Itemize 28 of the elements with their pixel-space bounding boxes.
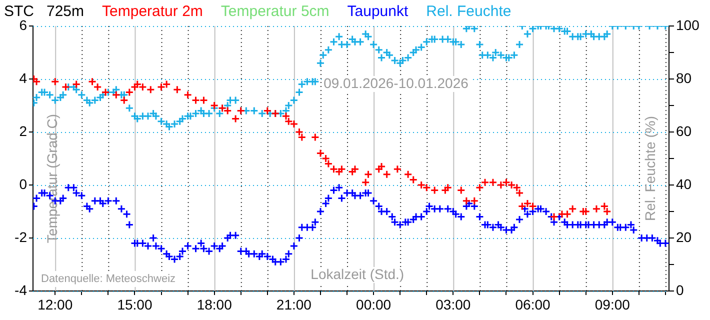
y2-tick-label: 100 — [676, 16, 700, 33]
y2-tick-label: 80 — [676, 70, 692, 86]
x-tick-label: 12:00 — [38, 296, 73, 312]
text: Taupunkt — [347, 3, 408, 20]
x-tick-label: 09:00 — [594, 296, 630, 312]
y2-tick-label: 40 — [676, 176, 692, 192]
y-tick-label: 2 — [19, 122, 28, 139]
x-tick-label: 03:00 — [436, 296, 471, 312]
annotation: 09.01.2026-10.01.2026 — [324, 74, 469, 91]
y-tick-label: -2 — [14, 228, 28, 245]
y-tick-label: 4 — [19, 70, 28, 86]
text: Temperatur 2m — [102, 3, 203, 20]
x-tick-label: 18:00 — [196, 296, 232, 312]
x-tick-label: 21:00 — [276, 296, 312, 312]
annotation: Datenquelle: Meteoschweiz — [41, 273, 176, 286]
x-tick-label: 15:00 — [117, 296, 152, 312]
y-tick-label: -4 — [14, 282, 28, 298]
y2-tick-label: 60 — [676, 122, 692, 139]
series-label: Rel. Feuchte — [426, 3, 512, 20]
y-axis-title: Temperatur (Grad C) — [44, 114, 60, 244]
x-tick-label: 06:00 — [515, 296, 550, 312]
legend-label: Temperatur 5cm — [220, 3, 330, 20]
y2-tick-label: 0 — [676, 282, 684, 298]
x-axis-title: Lokalzeit (Std.) — [310, 266, 404, 282]
y-tick-label: 0 — [19, 176, 28, 192]
y2-axis-title: Rel. Feuchte (%) — [642, 116, 658, 222]
x-tick-label: 00:00 — [356, 296, 392, 312]
y2-tick-label: 20 — [676, 228, 692, 245]
